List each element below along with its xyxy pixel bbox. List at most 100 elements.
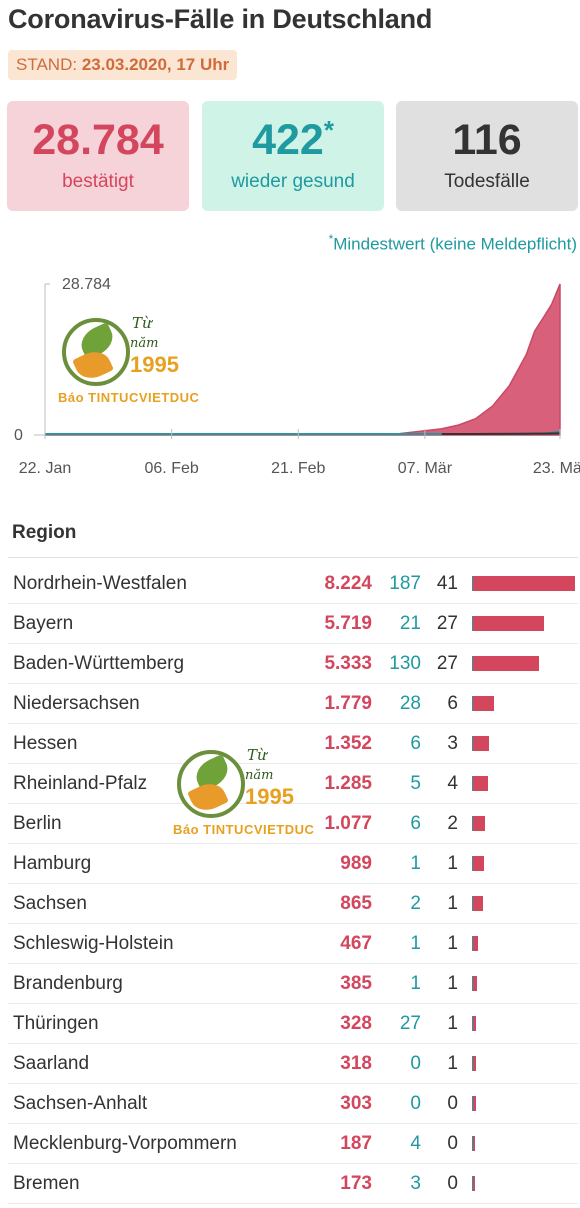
region-bar-recovered-tick [472,936,473,951]
region-bar [472,1096,476,1111]
row-divider [8,963,578,964]
status-date-badge: STAND: 23.03.2020, 17 Uhr [8,50,238,80]
region-confirmed: 1.352 [324,733,372,754]
region-bar-recovered-tick [472,656,473,671]
watermark-logo-table: Từ năm 1995 Báo TINTUCVIETDUC [173,742,314,842]
region-deaths: 0 [447,1133,458,1154]
region-recovered: 130 [389,653,421,674]
region-confirmed: 303 [340,1093,372,1114]
region-recovered: 0 [410,1053,421,1074]
region-bar [472,616,544,631]
x-tick-label: 07. Mär [398,460,453,477]
region-bar-recovered-tick [472,856,473,871]
table-row: Bayern 5.719 21 27 [8,604,578,644]
table-row: Saarland 318 0 1 [8,1044,578,1084]
stand-prefix: STAND: [16,55,78,74]
region-bar-recovered-tick [472,776,473,791]
table-row: Rheinland-Pfalz 1.285 5 4 [8,764,578,804]
region-confirmed: 1.077 [324,813,372,834]
table-header-region: Region [12,522,77,543]
region-confirmed: 318 [340,1053,372,1074]
x-tick-label: 21. Feb [271,460,325,477]
footnote-star: * [328,232,334,246]
region-bar [472,1136,475,1151]
region-name: Baden-Württemberg [13,653,185,674]
region-bar-recovered-tick [472,1176,473,1191]
region-deaths: 1 [447,853,458,874]
row-divider [8,643,578,644]
region-deaths: 4 [447,773,458,794]
region-deaths: 2 [447,813,458,834]
region-name: Thüringen [13,1013,99,1034]
region-bar [472,1016,477,1031]
region-recovered: 6 [410,733,421,754]
region-bar [472,936,478,951]
region-confirmed: 1.779 [324,693,372,714]
row-divider [8,1083,578,1084]
table-row: Brandenburg 385 1 1 [8,964,578,1004]
watermark-line1: Từ [132,314,152,332]
row-divider [8,1003,578,1004]
region-deaths: 1 [447,933,458,954]
leaf-logo-icon [62,318,130,386]
recovered-footnote-star: * [323,115,334,145]
region-name: Niedersachsen [13,693,140,714]
region-bar [472,896,483,911]
region-recovered: 21 [399,613,421,634]
region-bar [472,776,489,791]
region-deaths: 1 [447,1053,458,1074]
row-divider [8,723,578,724]
region-recovered: 1 [410,933,421,954]
watermark-line1: Từ [247,746,267,764]
region-deaths: 41 [436,573,458,594]
region-bar-recovered-tick [472,576,473,591]
watermark-line4: Báo TINTUCVIETDUC [173,822,315,837]
footnote-text: Mindestwert (keine Meldepflicht) [333,234,577,254]
region-bar [472,576,575,591]
region-bar [472,656,539,671]
region-bar-recovered-tick [472,816,473,831]
confirmed-card: 28.784 bestätigt [7,101,189,211]
region-confirmed: 989 [340,853,372,874]
deaths-series-line [441,432,561,435]
table-row: Hessen 1.352 6 3 [8,724,578,764]
row-divider [8,1123,578,1124]
region-deaths: 0 [447,1173,458,1194]
recovered-count: 422 [252,116,324,164]
table-row: Berlin 1.077 6 2 [8,804,578,844]
recovered-label: wieder gesund [231,171,355,192]
row-divider [8,923,578,924]
row-divider [8,603,578,604]
region-recovered: 187 [389,573,421,594]
region-bar [472,736,489,751]
region-confirmed: 467 [340,933,372,954]
region-name: Berlin [13,813,62,834]
watermark-logo-top: Từ năm 1995 Báo TINTUCVIETDUC [58,310,199,410]
region-name: Mecklenburg-Vorpommern [13,1133,237,1154]
row-divider [8,683,578,684]
region-bar-recovered-tick [472,696,473,711]
row-divider [8,763,578,764]
watermark-line3: 1995 [245,784,294,809]
footnote: *Mindestwert (keine Meldepflicht) [329,232,577,255]
watermark-line2: năm [130,336,159,351]
region-recovered: 5 [410,773,421,794]
region-name: Rheinland-Pfalz [13,773,148,794]
row-divider [8,883,578,884]
deaths-label: Todesfälle [444,171,530,192]
region-name: Bayern [13,613,74,634]
case-timeline-chart: 28.784 0 22. Jan 06. Feb 21. Feb 07. Mär 23. M… [14,276,580,477]
row-divider [8,843,578,844]
region-name: Bremen [13,1173,80,1194]
region-confirmed: 1.285 [324,773,372,794]
table-row: Thüringen 328 27 1 [8,1004,578,1044]
region-deaths: 1 [447,1013,458,1034]
row-divider [8,1203,578,1204]
region-recovered: 4 [410,1133,421,1154]
region-deaths: 27 [436,653,458,674]
region-confirmed: 385 [340,973,372,994]
region-confirmed: 5.333 [324,653,372,674]
region-bar [472,856,485,871]
region-name: Hamburg [13,853,92,874]
watermark-line2: năm [245,768,274,783]
